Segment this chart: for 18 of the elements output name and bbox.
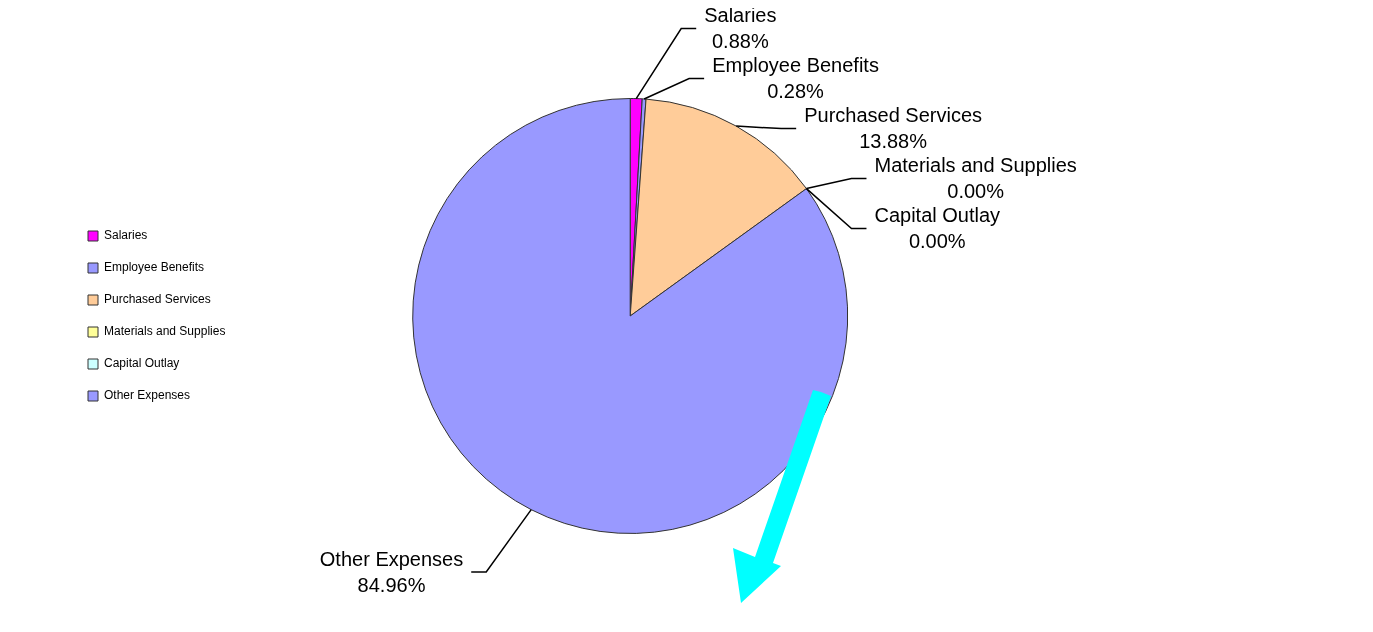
data-label: 84.96%: [357, 573, 426, 596]
legend-label: Purchased Services: [104, 292, 211, 307]
legend-label: Capital Outlay: [104, 356, 180, 371]
data-label: 0.88%: [711, 30, 769, 53]
legend-label: Other Expenses: [104, 388, 191, 403]
legend-label: Employee Benefits: [104, 260, 205, 275]
category-label: Capital Outlay: [874, 204, 1001, 227]
slice-label: Employee Benefits: [712, 54, 879, 77]
slice-label: Other Expenses: [319, 547, 464, 570]
category-label: Materials and Supplies: [874, 154, 1077, 177]
slice-label: Salaries: [704, 4, 777, 27]
legend-label: Salaries: [104, 228, 148, 243]
data-label: 13.88%: [859, 130, 928, 153]
slice-label: Purchased Services: [804, 104, 983, 127]
text: 0.00%: [908, 230, 966, 253]
data-label: 0.28%: [767, 80, 825, 103]
text: 0.00%: [947, 180, 1005, 203]
legend-label: Materials and Supplies: [104, 324, 226, 339]
